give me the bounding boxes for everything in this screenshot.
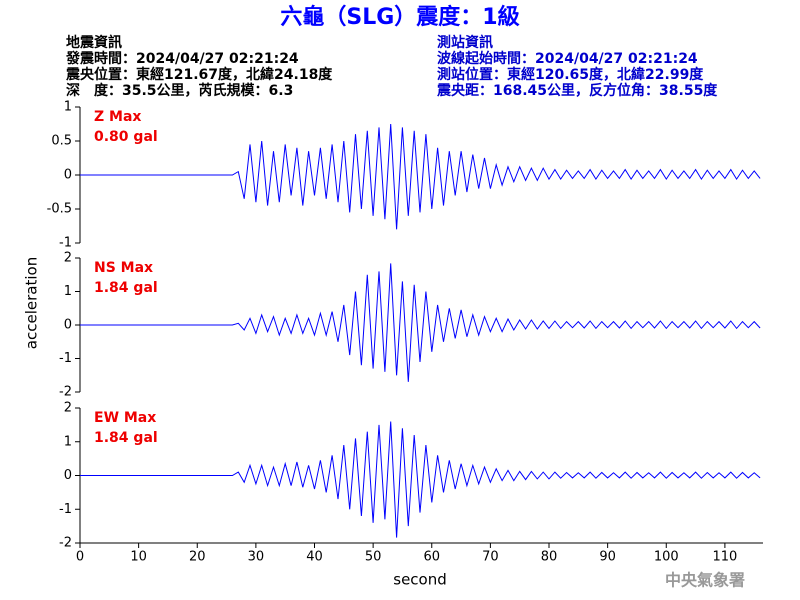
y-tick-label: 2	[64, 401, 72, 416]
x-tick-label: 110	[712, 550, 737, 565]
x-tick-label: 100	[654, 550, 679, 565]
max-annotation: Z Max	[94, 109, 141, 125]
waveform	[80, 421, 761, 538]
y-tick-label: 0	[64, 168, 72, 183]
y-tick-label: 1	[64, 284, 72, 299]
y-tick-label: 0	[64, 318, 72, 333]
x-tick-label: 80	[541, 550, 558, 565]
x-tick-label: 10	[130, 550, 147, 565]
max-annotation: EW Max	[94, 410, 156, 426]
title: 六龜（SLG）震度：1級	[280, 4, 519, 30]
y-tick-label: 2	[64, 251, 72, 266]
y-tick-label: 1	[64, 100, 72, 115]
x-tick-label: 30	[248, 550, 265, 565]
y-tick-label: 0	[64, 468, 72, 483]
x-tick-label: 90	[599, 550, 616, 565]
x-tick-label: 40	[306, 550, 323, 565]
info-line: 測站位置：東經120.65度，北緯22.99度	[437, 66, 704, 83]
info-line: 地震資訊	[66, 34, 122, 51]
y-axis-label: acceleration	[23, 257, 41, 349]
y-tick-label: 1	[64, 434, 72, 449]
y-tick-label: 0.5	[51, 134, 72, 149]
max-annotation: 1.84 gal	[94, 280, 158, 296]
x-tick-label: 0	[76, 550, 84, 565]
max-annotation: NS Max	[94, 260, 153, 276]
info-line: 震央位置：東經121.67度，北緯24.18度	[65, 66, 333, 83]
info-line: 發震時間：2024/04/27 02:21:24	[65, 50, 299, 67]
waveform	[80, 123, 761, 230]
y-tick-label: -0.5	[47, 202, 72, 217]
x-axis-label: second	[393, 571, 447, 589]
info-line: 測站資訊	[437, 34, 493, 51]
max-annotation: 1.84 gal	[94, 430, 158, 446]
info-line: 震央距：168.45公里，反方位角：38.55度	[436, 82, 718, 99]
y-tick-label: -1	[59, 351, 72, 366]
x-tick-label: 20	[189, 550, 206, 565]
x-tick-label: 70	[482, 550, 499, 565]
waveform	[80, 263, 761, 382]
x-tick-label: 60	[423, 550, 440, 565]
watermark: 中央氣象署	[665, 571, 745, 590]
y-tick-label: -2	[59, 536, 72, 551]
info-line: 波線起始時間：2024/04/27 02:21:24	[437, 50, 698, 67]
info-line: 深 度：35.5公里，芮氏規模：6.3	[66, 82, 293, 99]
y-tick-label: -1	[59, 502, 72, 517]
max-annotation: 0.80 gal	[94, 129, 158, 145]
y-tick-label: -2	[59, 385, 72, 400]
y-tick-label: -1	[59, 236, 72, 251]
x-tick-label: 50	[365, 550, 382, 565]
